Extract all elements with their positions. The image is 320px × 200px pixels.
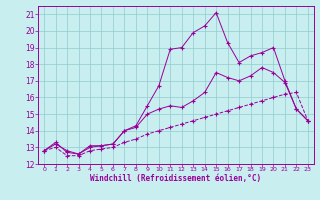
X-axis label: Windchill (Refroidissement éolien,°C): Windchill (Refroidissement éolien,°C) xyxy=(91,174,261,183)
